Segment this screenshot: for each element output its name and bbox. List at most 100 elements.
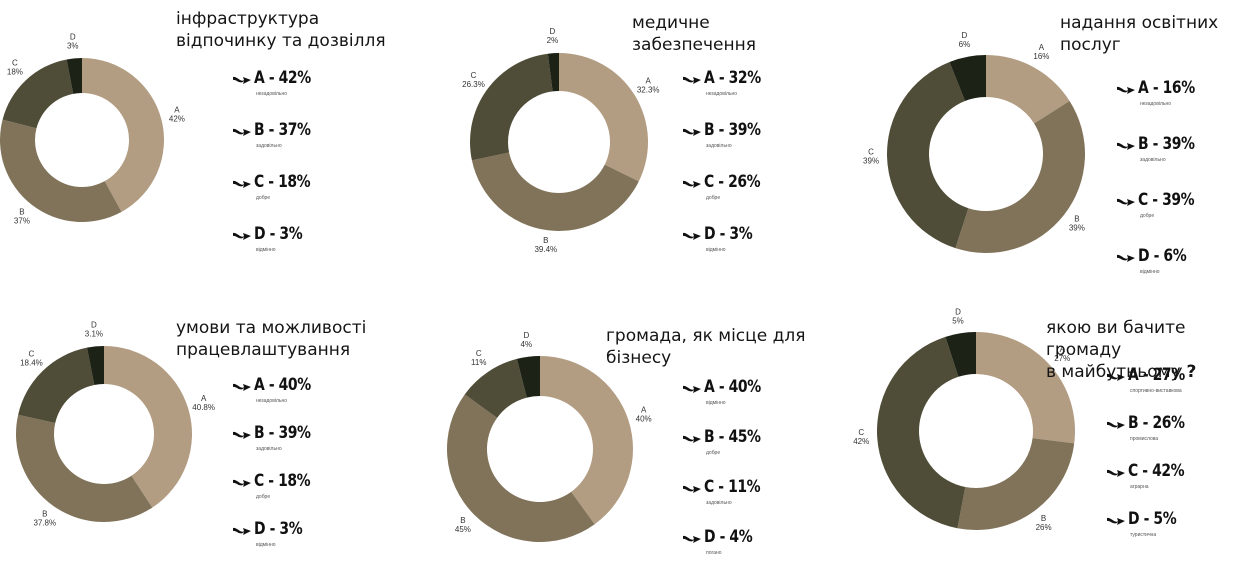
legend-caption: добре [256, 494, 271, 500]
legend-value: A - 42% [254, 68, 311, 88]
legend-value: D - 3% [254, 519, 303, 539]
legend-caption: добре [1140, 213, 1155, 219]
chart-title-text: громада, як місце для бізнесу [606, 326, 806, 368]
legend-value: C - 39% [1138, 190, 1195, 210]
donut-slice-d [547, 53, 559, 92]
legend-caption: спортивно-виставкова [1130, 388, 1182, 394]
donut-chart-panel: A 32.3% B 39.4% C 26.3% D 2% медичне забезпеченн… [420, 0, 830, 270]
slice-label-b: B 37% [14, 207, 30, 225]
donut-slice-a [82, 58, 164, 212]
slice-label-a: A 40% [636, 405, 652, 423]
legend-caption: промислова [1130, 436, 1159, 442]
slice-label-c: C 39% [863, 148, 879, 166]
chart-title-text: інфраструктура відпочинку та дозвілля [176, 9, 386, 51]
slice-label-a: A 27% [1054, 345, 1070, 363]
donut-chart: A 27% B 26% C 42% D 5% [853, 307, 1075, 532]
arrow-right-icon [1107, 421, 1125, 429]
slice-label-b: B 39.4% [534, 236, 557, 254]
legend-value: D - 5% [1128, 509, 1177, 529]
donut-slice-c [18, 347, 95, 424]
legend-caption: добре [706, 450, 721, 456]
legend-value: C - 11% [704, 477, 761, 497]
slice-label-d: D 3% [67, 32, 79, 50]
legend-value: B - 39% [704, 120, 761, 140]
slice-label-c: C 18.4% [20, 349, 43, 367]
legend-caption: відмінно [256, 542, 276, 548]
donut-chart-panel: A 42% B 37% C 18% D 3% інфраструктура відпочинку… [0, 0, 410, 270]
slice-label-a: A 16% [1033, 43, 1049, 61]
donut-chart-panel: A 40% B 45% C 11% D 4% громада, як місце для біз… [420, 295, 830, 565]
legend-caption: незадовільно [706, 91, 738, 97]
donut-slice-c [470, 53, 553, 161]
legend-caption: задовільно [256, 446, 282, 452]
slice-label-c: C 18% [7, 59, 23, 77]
legend-caption: задовільно [256, 143, 282, 149]
legend-caption: незадовільно [256, 398, 288, 404]
arrow-right-icon [1117, 86, 1135, 94]
donut-slice-b [955, 100, 1085, 253]
legend-value: D - 4% [704, 527, 753, 547]
slice-label-a: A 42% [169, 106, 185, 124]
arrow-right-icon [233, 128, 251, 136]
chart-title-text: медичне забезпечення [632, 13, 756, 55]
chart-title: інфраструктура відпочинку та дозвілля [176, 8, 386, 52]
legend-value: A - 32% [704, 68, 761, 88]
arrow-right-icon [683, 535, 701, 543]
arrow-right-icon [683, 485, 701, 493]
slice-label-d: D 4% [521, 331, 533, 349]
legend-caption: відмінно [706, 247, 726, 253]
donut-slice-a [559, 53, 648, 182]
legend-value: B - 37% [254, 120, 311, 140]
legend-value: B - 26% [1128, 413, 1185, 433]
arrow-right-icon [1117, 198, 1135, 206]
slice-label-d: D 6% [959, 31, 971, 49]
arrow-right-icon [683, 385, 701, 393]
chart-title: умови та можливості працевлаштування [176, 317, 366, 361]
legend-caption: аграрна [1130, 484, 1149, 490]
arrow-right-icon [683, 435, 701, 443]
legend-value: D - 3% [254, 224, 303, 244]
arrow-right-icon [1117, 142, 1135, 150]
arrow-right-icon [1117, 254, 1135, 262]
legend-value: A - 40% [704, 377, 761, 397]
slice-label-b: B 39% [1069, 214, 1085, 232]
legend-caption: задовільно [706, 500, 732, 506]
legend-caption: погано [706, 550, 722, 556]
title-question-mark: ? [1180, 362, 1197, 382]
donut-slice-a [976, 332, 1075, 444]
legend-caption: добре [706, 195, 721, 201]
legend-value: A - 27% [1128, 365, 1185, 385]
donut-chart: A 42% B 37% C 18% D 3% [0, 32, 185, 225]
donut-slice-b [447, 394, 595, 542]
legend-caption: відмінно [256, 247, 276, 253]
legend-caption: відмінно [1140, 269, 1160, 275]
chart-title-text: умови та можливості працевлаштування [176, 318, 367, 360]
legend-value: D - 6% [1138, 246, 1187, 266]
donut-chart: A 40% B 45% C 11% D 4% [447, 331, 652, 542]
donut-slice-d [516, 356, 540, 398]
slice-label-b: B 45% [455, 516, 471, 534]
arrow-right-icon [233, 232, 251, 240]
legend-caption: задовільно [1140, 157, 1166, 163]
chart-title-text: якою ви бачите громаду в майбутньому [1046, 318, 1186, 382]
legend-caption: задовільно [706, 143, 732, 149]
legend-value: C - 26% [704, 172, 761, 192]
arrow-right-icon [233, 383, 251, 391]
slice-label-c: C 42% [853, 428, 869, 446]
donut-chart: A 32.3% B 39.4% C 26.3% D 2% [462, 27, 659, 254]
legend-value: A - 40% [254, 375, 311, 395]
donut-slice-c [887, 61, 969, 249]
donut-slice-b [957, 438, 1075, 530]
legend-caption: відмінно [706, 400, 726, 406]
legend-value: B - 39% [254, 423, 311, 443]
arrow-right-icon [683, 76, 701, 84]
arrow-right-icon [1107, 469, 1125, 477]
slice-label-b: B 37.8% [33, 509, 56, 527]
arrow-right-icon [233, 527, 251, 535]
chart-title-text: надання освітних послуг [1060, 13, 1219, 55]
arrow-right-icon [1107, 517, 1125, 525]
donut-slice-d [945, 332, 976, 377]
donut-slice-c [2, 59, 74, 129]
arrow-right-icon [233, 180, 251, 188]
legend-value: C - 18% [254, 172, 311, 192]
